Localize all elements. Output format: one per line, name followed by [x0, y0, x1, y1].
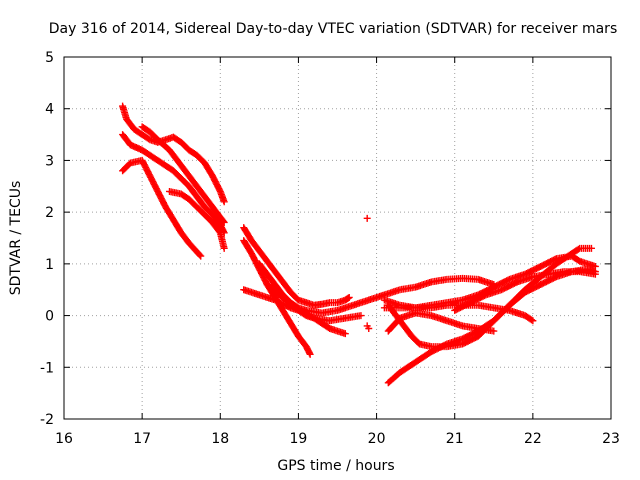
series-track-c: [119, 156, 205, 260]
data-point: [363, 214, 371, 222]
data-point: [341, 330, 349, 338]
x-axis-label: GPS time / hours: [277, 458, 394, 474]
data-point: [591, 262, 599, 270]
data-point: [309, 313, 317, 321]
y-tick-label: 1: [45, 257, 54, 273]
data-point: [551, 255, 559, 263]
data-point: [587, 244, 595, 252]
data-point: [365, 325, 373, 332]
x-tick-label: 18: [211, 431, 229, 447]
y-tick-label: -2: [40, 412, 54, 428]
x-tick-label: 20: [368, 431, 386, 447]
data-point: [490, 327, 498, 335]
series-track-e: [165, 187, 228, 252]
data-point: [306, 350, 314, 358]
series-track-p: [451, 268, 599, 314]
chart-title: Day 316 of 2014, Sidereal Day-to-day VTE…: [49, 21, 617, 37]
axis-ticks: [63, 56, 612, 420]
data-point: [220, 198, 228, 206]
data-point: [574, 245, 582, 253]
y-tick-label: -1: [40, 360, 54, 376]
y-tick-label: 0: [45, 309, 54, 325]
plot-frame: [63, 56, 612, 420]
y-tick-label: 5: [45, 50, 54, 66]
y-tick-labels: -2 -1 0 1 2 3 4 5: [40, 50, 54, 428]
data-point: [196, 251, 204, 259]
x-tick-label: 16: [55, 431, 73, 447]
x-tick-label: 19: [290, 431, 308, 447]
data-point: [345, 293, 353, 301]
x-tick-labels: 16 17 18 19 20 21 22 23: [55, 431, 620, 447]
data-point: [219, 217, 227, 225]
series-track-a: [119, 102, 228, 206]
y-tick-label: 3: [45, 153, 54, 169]
data-point: [220, 218, 228, 226]
series-track-f: [240, 224, 353, 309]
series-track-j: [263, 281, 365, 325]
y-tick-label: 4: [45, 102, 54, 118]
data-point: [357, 312, 365, 320]
x-tick-label: 17: [133, 431, 151, 447]
x-tick-label: 23: [602, 431, 620, 447]
data-point: [529, 317, 537, 325]
y-axis-label: SDTVAR / TECUs: [8, 181, 24, 296]
x-tick-label: 22: [524, 431, 542, 447]
data-point: [528, 316, 536, 324]
series-outliers: [363, 214, 373, 332]
series-track-d: [138, 123, 228, 226]
data-point: [591, 270, 599, 278]
grid: [64, 57, 611, 419]
data-points: [119, 102, 599, 387]
x-tick-label: 21: [446, 431, 464, 447]
data-point: [220, 244, 228, 252]
y-tick-label: 2: [45, 205, 54, 221]
data-point: [197, 252, 205, 260]
